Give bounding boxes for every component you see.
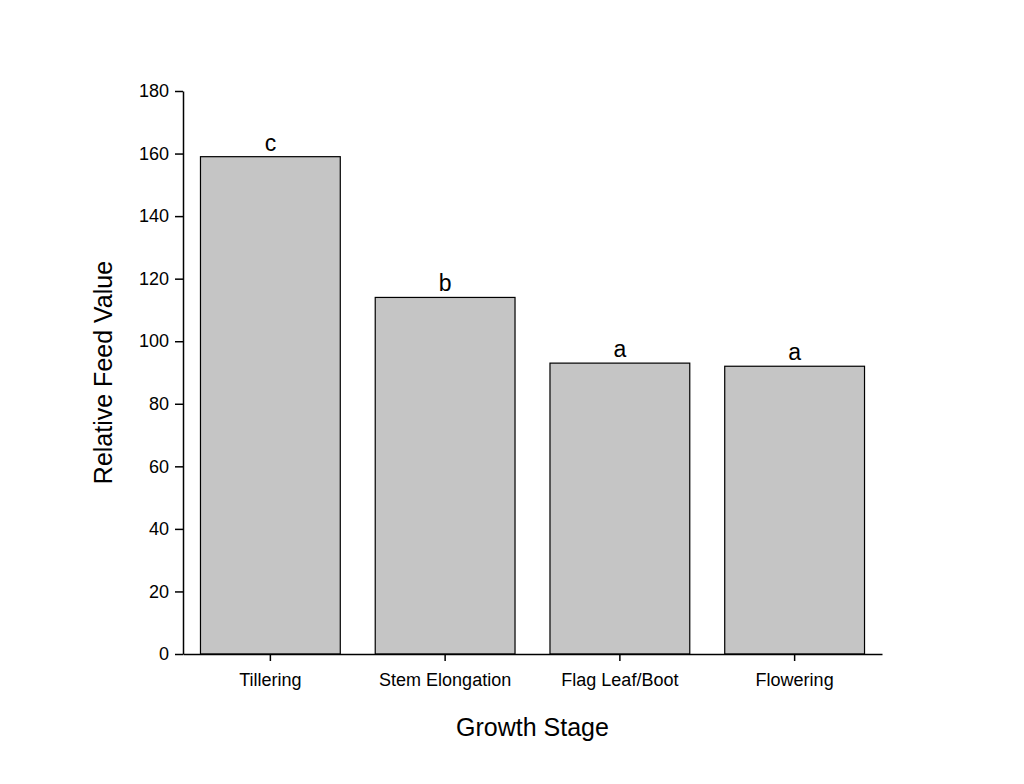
x-axis-title: Growth Stage xyxy=(456,713,609,741)
y-tick: 160 xyxy=(139,144,183,164)
chart: c b a a 0 20 40 60 80 100 120 140 160 180 Tillering Ste… xyxy=(0,0,1024,784)
y-tick: 180 xyxy=(139,81,183,101)
y-tick: 80 xyxy=(149,394,183,414)
y-tick-label: 60 xyxy=(149,457,169,477)
y-tick: 0 xyxy=(159,644,183,664)
y-axis-line xyxy=(183,92,185,655)
y-tick-label: 180 xyxy=(139,81,169,101)
y-tick: 140 xyxy=(139,206,183,226)
annotation: b xyxy=(439,270,452,296)
x-tick-label: Stem Elongation xyxy=(379,670,511,690)
y-tick-mark xyxy=(175,91,183,93)
y-tick-mark xyxy=(175,466,183,468)
y-tick-mark xyxy=(175,216,183,218)
annotation: c xyxy=(265,130,277,156)
y-tick-label: 160 xyxy=(139,144,169,164)
y-tick: 40 xyxy=(149,519,183,539)
y-axis: 0 20 40 60 80 100 120 140 160 180 xyxy=(139,81,184,664)
y-tick-label: 0 xyxy=(159,644,169,664)
y-tick: 20 xyxy=(149,582,183,602)
x-tick-label: Flowering xyxy=(756,670,834,690)
bar xyxy=(375,297,515,654)
x-tick-label: Tillering xyxy=(239,670,301,690)
y-tick: 100 xyxy=(139,331,183,351)
x-tick: Stem Elongation xyxy=(379,654,511,690)
y-tick-mark xyxy=(175,404,183,406)
y-tick-label: 140 xyxy=(139,206,169,226)
bars xyxy=(200,157,864,654)
x-axis-line xyxy=(184,654,883,656)
y-tick-mark xyxy=(175,341,183,343)
y-tick-mark xyxy=(175,654,183,656)
plot: c b a a 0 20 40 60 80 100 120 140 160 180 Tillering Ste… xyxy=(139,81,883,690)
y-tick-mark xyxy=(175,529,183,531)
annotation: a xyxy=(788,339,801,365)
y-tick-label: 80 xyxy=(149,394,169,414)
y-tick-label: 40 xyxy=(149,519,169,539)
y-tick-mark xyxy=(175,278,183,280)
x-tick-mark xyxy=(444,654,446,661)
x-tick-mark xyxy=(619,654,621,661)
x-tick-label: Flag Leaf/Boot xyxy=(561,670,678,690)
x-tick-mark xyxy=(270,654,272,661)
x-tick: Tillering xyxy=(239,654,301,690)
y-tick-mark xyxy=(175,591,183,593)
y-tick-label: 20 xyxy=(149,582,169,602)
annotations: c b a a xyxy=(265,130,802,366)
y-tick-label: 100 xyxy=(139,331,169,351)
x-axis: Tillering Stem Elongation Flag Leaf/Boot Fl… xyxy=(184,654,883,690)
x-tick: Flag Leaf/Boot xyxy=(561,654,678,690)
x-tick-mark xyxy=(794,654,796,661)
y-tick: 60 xyxy=(149,457,183,477)
bar xyxy=(200,157,340,654)
y-tick-label: 120 xyxy=(139,269,169,289)
y-tick: 120 xyxy=(139,269,183,289)
bar xyxy=(550,363,690,654)
y-tick-mark xyxy=(175,153,183,155)
bar xyxy=(725,366,865,654)
y-axis-title: Relative Feed Value xyxy=(89,261,117,484)
annotation: a xyxy=(613,336,626,362)
x-tick: Flowering xyxy=(756,654,834,690)
